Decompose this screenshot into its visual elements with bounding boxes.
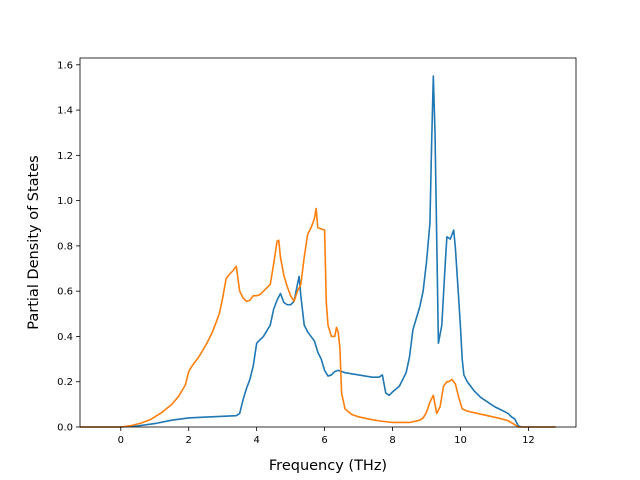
y-tick-label: 0.6	[57, 287, 73, 298]
x-tick-label: 4	[253, 435, 259, 446]
x-tick-label: 2	[186, 435, 192, 446]
series-line-1	[80, 75, 556, 428]
x-axis-ticks: 0 2 4 6 8 10 12	[118, 427, 535, 446]
y-tick-label: 0.0	[57, 423, 73, 434]
y-axis-label: Partial Density of States	[26, 155, 42, 329]
y-tick-label: 1.0	[57, 196, 73, 207]
y-tick-label: 1.2	[57, 151, 73, 162]
y-tick-label: 1.4	[57, 106, 73, 117]
y-tick-label: 0.4	[57, 332, 73, 343]
x-tick-label: 12	[522, 435, 535, 446]
plot-frame	[79, 57, 577, 428]
y-tick-label: 0.2	[57, 377, 73, 388]
x-axis-label: Frequency (THz)	[269, 458, 387, 474]
x-tick-label: 10	[454, 435, 467, 446]
x-tick-label: 6	[321, 435, 327, 446]
y-tick-label: 0.8	[57, 241, 73, 252]
x-tick-label: 0	[118, 435, 124, 446]
x-tick-label: 8	[389, 435, 395, 446]
y-tick-label: 1.6	[57, 60, 73, 71]
y-axis-ticks: 0.0 0.2 0.4 0.6 0.8 1.0 1.2 1.4 1.6	[57, 60, 80, 434]
series-layer	[80, 75, 556, 428]
series-line-2	[80, 207, 556, 428]
